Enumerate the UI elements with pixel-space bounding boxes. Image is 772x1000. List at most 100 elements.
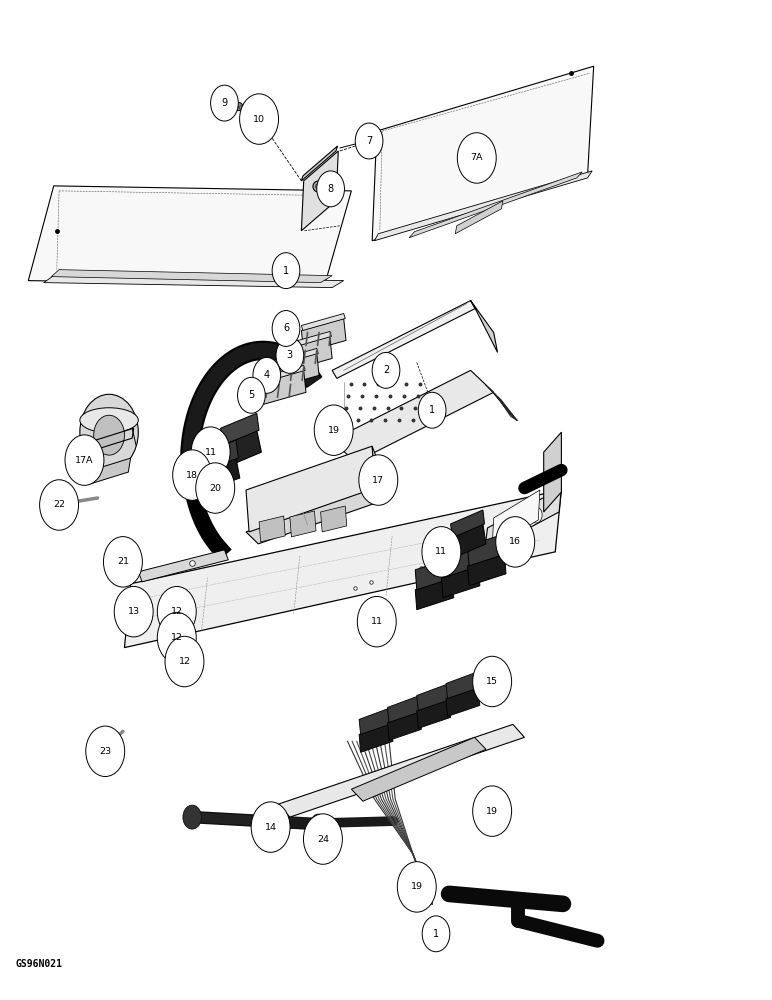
Polygon shape xyxy=(468,554,506,586)
Text: 14: 14 xyxy=(265,823,276,832)
Text: 11: 11 xyxy=(371,617,383,626)
Circle shape xyxy=(422,527,461,577)
Circle shape xyxy=(80,394,138,470)
Circle shape xyxy=(93,415,124,455)
Polygon shape xyxy=(279,724,524,817)
Text: 6: 6 xyxy=(283,323,289,333)
Text: 13: 13 xyxy=(127,607,140,616)
Text: 22: 22 xyxy=(53,500,65,509)
Polygon shape xyxy=(446,672,480,698)
Polygon shape xyxy=(446,687,480,716)
Polygon shape xyxy=(320,506,347,532)
Polygon shape xyxy=(359,707,393,734)
Polygon shape xyxy=(52,270,332,283)
Text: 9: 9 xyxy=(222,98,228,108)
Circle shape xyxy=(303,814,343,864)
Polygon shape xyxy=(90,458,130,484)
Circle shape xyxy=(506,523,524,547)
Polygon shape xyxy=(44,276,344,288)
Polygon shape xyxy=(543,432,561,512)
Circle shape xyxy=(317,171,344,207)
Polygon shape xyxy=(262,365,305,382)
Text: GS96N021: GS96N021 xyxy=(15,959,63,969)
Circle shape xyxy=(398,862,436,912)
Polygon shape xyxy=(275,348,318,365)
Text: 17: 17 xyxy=(372,476,384,485)
Text: 16: 16 xyxy=(510,537,521,546)
Ellipse shape xyxy=(80,408,138,433)
Text: 19: 19 xyxy=(327,426,340,435)
Circle shape xyxy=(251,802,290,852)
Text: 20: 20 xyxy=(209,484,222,493)
Circle shape xyxy=(183,805,201,829)
Polygon shape xyxy=(409,172,582,238)
Circle shape xyxy=(114,586,153,637)
Circle shape xyxy=(191,427,230,477)
Text: 11: 11 xyxy=(435,547,448,556)
Circle shape xyxy=(39,480,79,530)
Circle shape xyxy=(273,311,300,346)
Text: 8: 8 xyxy=(327,184,334,194)
Text: 11: 11 xyxy=(205,448,217,457)
Polygon shape xyxy=(374,171,592,241)
Circle shape xyxy=(238,377,266,413)
Circle shape xyxy=(157,586,196,637)
Circle shape xyxy=(472,786,512,836)
Polygon shape xyxy=(451,524,486,558)
Polygon shape xyxy=(468,534,506,566)
Polygon shape xyxy=(262,370,306,404)
Circle shape xyxy=(276,337,303,373)
Polygon shape xyxy=(332,370,493,462)
Polygon shape xyxy=(259,516,285,542)
Polygon shape xyxy=(471,301,497,352)
Polygon shape xyxy=(442,566,480,598)
Polygon shape xyxy=(203,458,240,490)
Text: 7A: 7A xyxy=(470,153,483,162)
Polygon shape xyxy=(301,314,345,330)
Polygon shape xyxy=(451,510,485,538)
Text: 1: 1 xyxy=(433,929,439,939)
Circle shape xyxy=(314,405,353,455)
Polygon shape xyxy=(372,66,594,241)
Circle shape xyxy=(310,814,326,834)
Polygon shape xyxy=(124,490,561,648)
Text: 24: 24 xyxy=(317,835,329,844)
Polygon shape xyxy=(246,446,375,532)
Text: 19: 19 xyxy=(486,807,498,816)
Circle shape xyxy=(239,94,279,144)
Circle shape xyxy=(418,392,446,428)
Polygon shape xyxy=(372,446,386,500)
Circle shape xyxy=(65,435,104,485)
Circle shape xyxy=(357,596,396,647)
Circle shape xyxy=(422,916,450,952)
Circle shape xyxy=(273,253,300,289)
Polygon shape xyxy=(287,336,332,370)
Polygon shape xyxy=(415,578,454,610)
Circle shape xyxy=(496,517,535,567)
Text: 21: 21 xyxy=(117,557,129,566)
Text: 15: 15 xyxy=(486,677,498,686)
Circle shape xyxy=(86,726,125,777)
Text: 7: 7 xyxy=(366,136,372,146)
Text: 17A: 17A xyxy=(75,456,93,465)
Polygon shape xyxy=(203,440,239,470)
Polygon shape xyxy=(417,699,451,728)
Circle shape xyxy=(457,133,496,183)
Polygon shape xyxy=(442,546,480,578)
Polygon shape xyxy=(388,711,422,740)
Polygon shape xyxy=(485,488,561,552)
Polygon shape xyxy=(415,558,454,590)
Polygon shape xyxy=(290,511,316,537)
Text: 10: 10 xyxy=(253,115,265,124)
Polygon shape xyxy=(332,301,476,378)
Polygon shape xyxy=(275,353,319,387)
Circle shape xyxy=(103,537,142,587)
Polygon shape xyxy=(301,151,338,231)
Text: 19: 19 xyxy=(411,882,423,891)
Text: 1: 1 xyxy=(283,266,289,276)
Circle shape xyxy=(372,352,400,388)
Polygon shape xyxy=(351,737,486,801)
Polygon shape xyxy=(417,683,451,710)
Circle shape xyxy=(253,357,280,393)
Text: 5: 5 xyxy=(249,390,255,400)
